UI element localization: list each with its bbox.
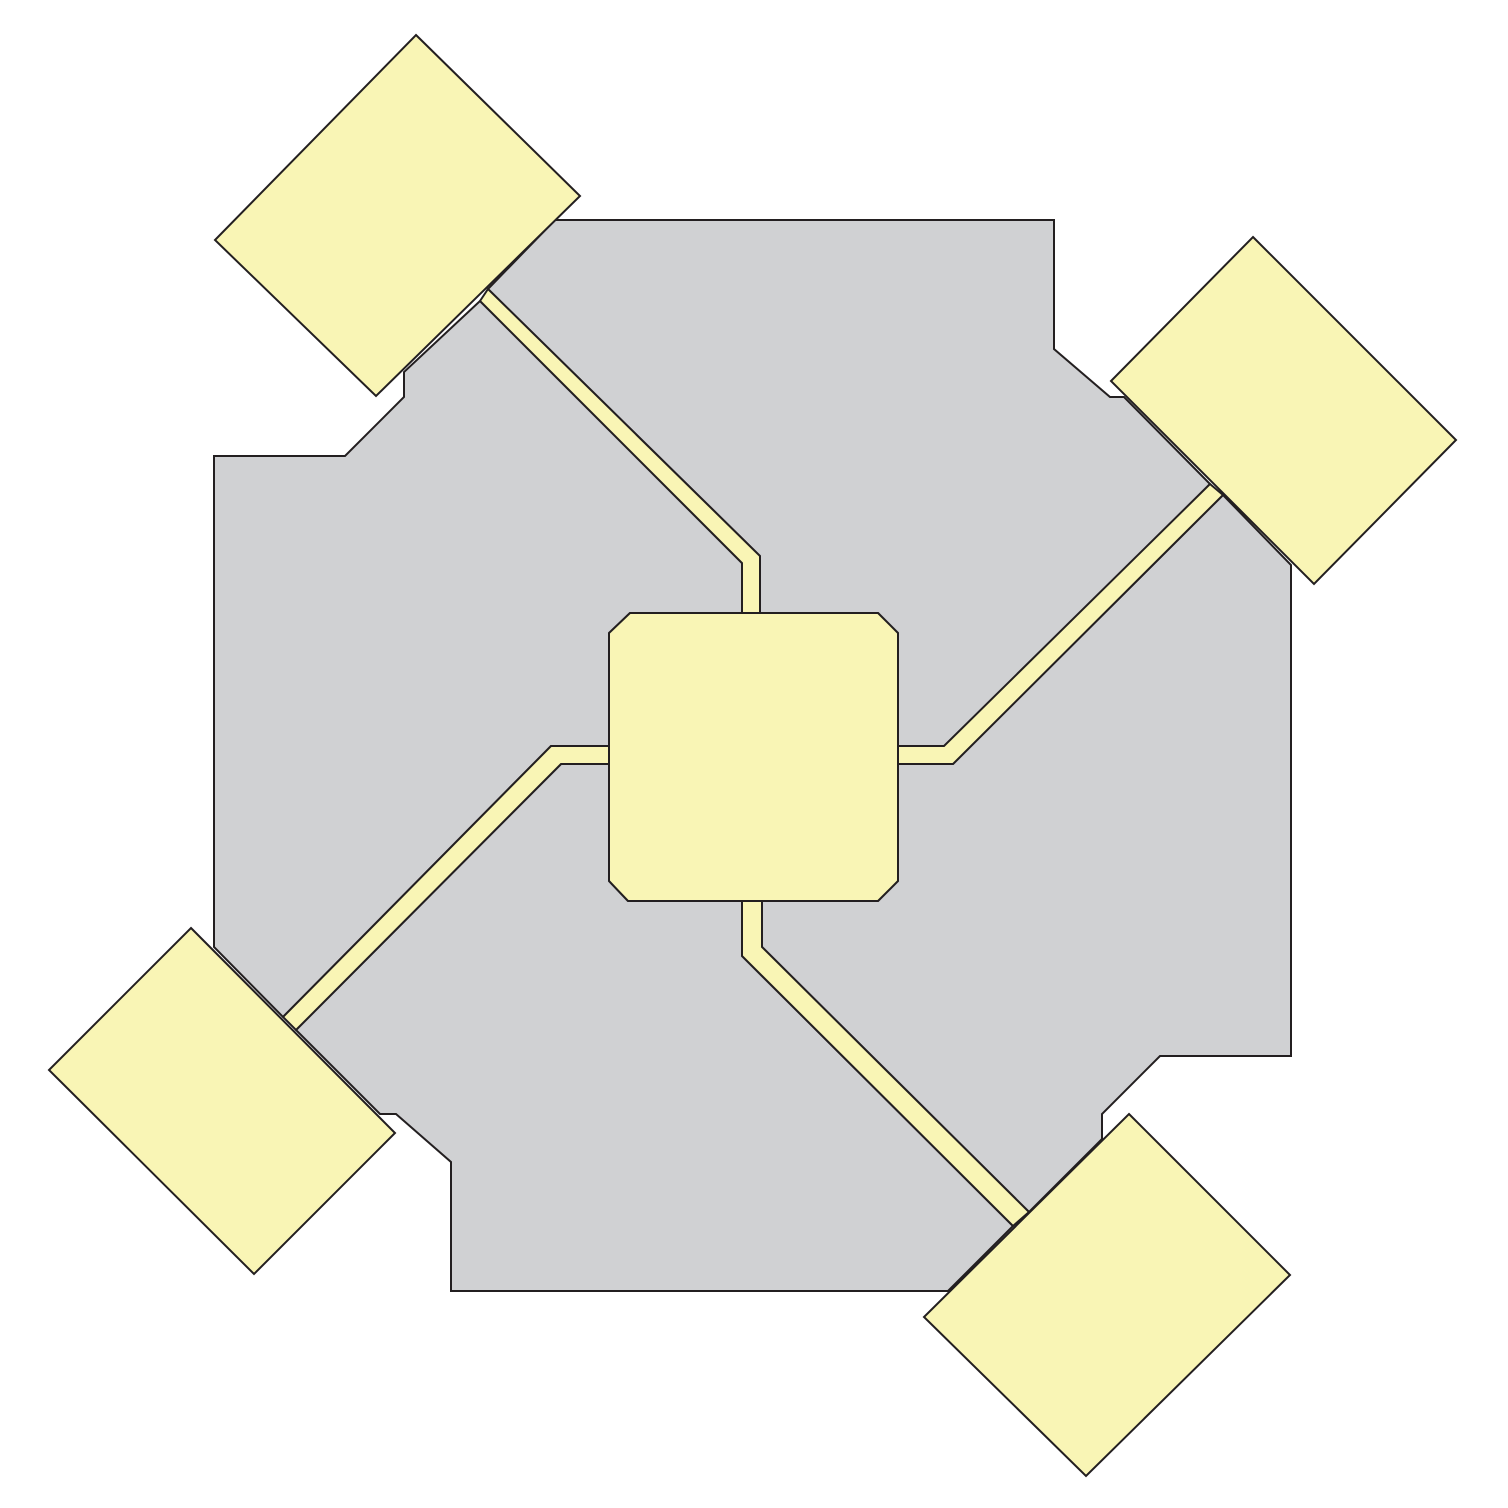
corner-pad-bottom-left bbox=[47, 926, 397, 1276]
corner-pad-top-left bbox=[213, 33, 582, 398]
conductive-pattern bbox=[47, 33, 1458, 1478]
corner-pad-bottom-right bbox=[922, 1112, 1292, 1478]
electrode-regions bbox=[213, 219, 1292, 1292]
center-pad bbox=[608, 612, 899, 902]
corner-pad-top-right bbox=[1109, 235, 1458, 586]
